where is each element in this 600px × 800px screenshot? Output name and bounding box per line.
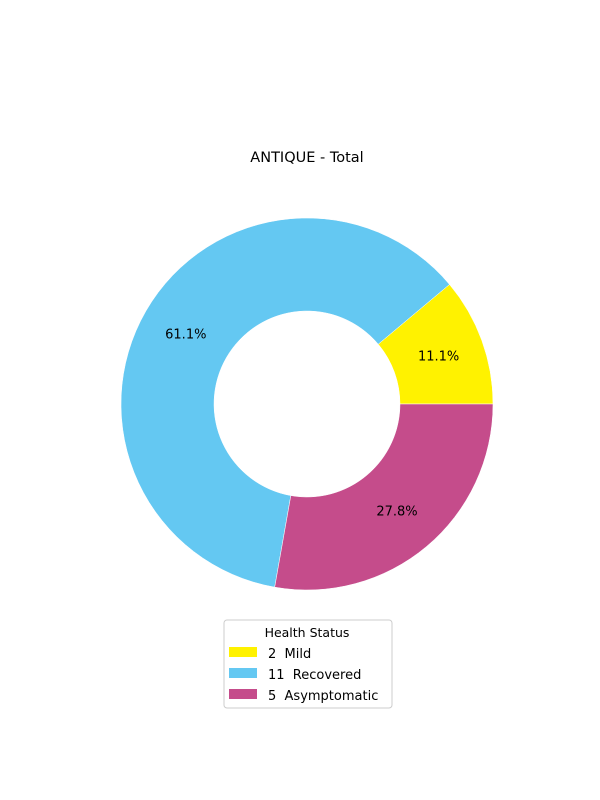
chart-title: ANTIQUE - Total xyxy=(250,150,363,166)
legend: Health Status 2 Mild 11 Recovered 5 Asympt… xyxy=(223,619,393,709)
percent-label-mild: 11.1% xyxy=(418,350,459,365)
legend-label-recovered: 11 Recovered xyxy=(268,668,361,683)
legend-title: Health Status xyxy=(265,625,350,640)
slices-layer xyxy=(120,217,494,591)
percent-label-asymptomatic: 27.8% xyxy=(376,505,417,520)
legend-swatch-asymptomatic xyxy=(229,689,257,699)
legend-box xyxy=(223,619,393,709)
percent-label-recovered: 61.1% xyxy=(165,328,206,343)
legend-label-mild: 2 Mild xyxy=(268,647,311,662)
legend-swatch-recovered xyxy=(229,668,257,678)
percent-labels-layer: 11.1% 61.1% 27.8% xyxy=(165,328,459,520)
legend-items: 2 Mild 11 Recovered 5 Asymptomatic xyxy=(229,647,378,704)
legend-swatch-mild xyxy=(229,647,257,657)
slice-asymptomatic xyxy=(274,403,494,591)
slice-recovered xyxy=(120,217,450,588)
legend-label-asymptomatic: 5 Asymptomatic xyxy=(268,689,378,704)
